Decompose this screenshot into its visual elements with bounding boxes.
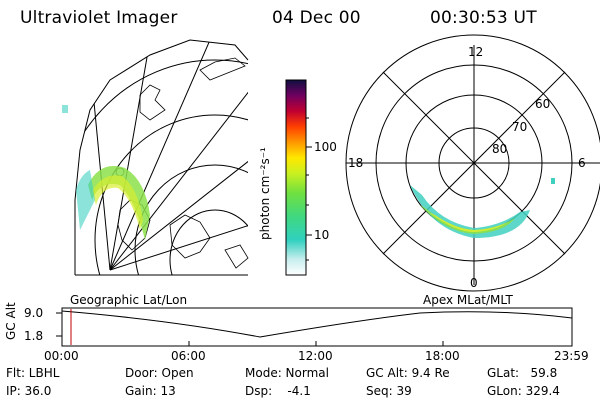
info-glat: GLat: 59.8 [487, 366, 558, 380]
colorbar-tick-10: 10 [314, 228, 330, 242]
alt-tick-9: 9.0 [24, 306, 44, 320]
info-ip: IP: 36.0 [6, 384, 52, 398]
time-tick-0600: 06:00 [171, 349, 206, 363]
mlat-label-80: 80 [492, 142, 508, 156]
geographic-aurora [62, 105, 150, 240]
time-tick-0000: 00:00 [44, 349, 79, 363]
polar-plot [345, 34, 600, 292]
mlt-label-0: 0 [470, 276, 478, 290]
colorbar-tick-100: 100 [314, 140, 337, 154]
instrument-title: Ultraviolet Imager [20, 8, 178, 28]
time-tick-1200: 12:00 [298, 349, 333, 363]
time-tick-1800: 18:00 [425, 349, 460, 363]
time-tick-2359: 23:59 [554, 349, 589, 363]
polar-aurora [410, 178, 555, 238]
mlt-label-6: 6 [578, 156, 586, 170]
info-gain: Gain: 13 [125, 384, 176, 398]
info-seq: Seq: 39 [366, 384, 412, 398]
date-label: 04 Dec 00 [272, 8, 361, 28]
info-flt: Flt: LBHL [6, 366, 60, 380]
info-glon: GLon: 329.4 [487, 384, 560, 398]
geographic-label: Geographic Lat/Lon [70, 293, 188, 307]
mlt-label-12: 12 [468, 45, 484, 59]
apex-label: Apex MLat/MLT [423, 293, 513, 307]
colorbar [285, 79, 312, 276]
mlat-label-60: 60 [535, 97, 551, 111]
mlat-label-70: 70 [512, 120, 528, 134]
info-gc-alt: GC Alt: 9.4 Re [366, 366, 450, 380]
alt-tick-1-8: 1.8 [24, 329, 44, 343]
info-mode: Mode: Normal [245, 366, 329, 380]
gc-alt-axis-title: GC Alt [4, 302, 18, 340]
altitude-plot [56, 307, 573, 347]
colorbar-unit-label: photon cm⁻²s⁻¹ [258, 147, 272, 240]
info-dsp: Dsp: -4.1 [245, 384, 311, 398]
time-label: 00:30:53 UT [430, 8, 537, 28]
info-door: Door: Open [125, 366, 194, 380]
mlt-label-18: 18 [348, 156, 364, 170]
